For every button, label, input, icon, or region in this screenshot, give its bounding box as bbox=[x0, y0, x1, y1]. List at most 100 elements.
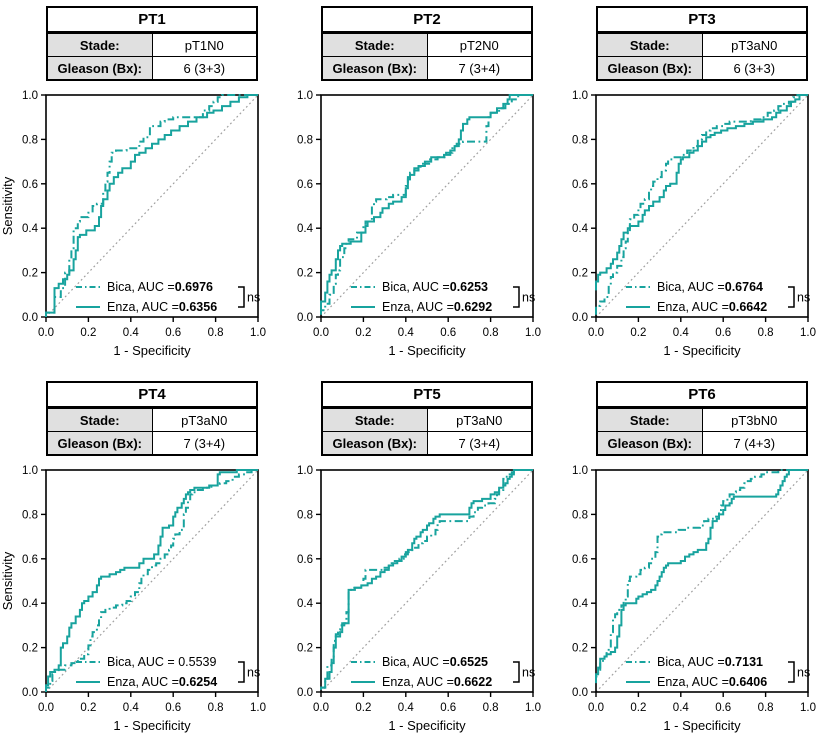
x-tick-label: 1.0 bbox=[800, 327, 816, 339]
legend-text-enza: Enza, AUC =0.6642 bbox=[657, 300, 767, 314]
x-tick-label: 0.6 bbox=[165, 327, 181, 339]
axis-frame bbox=[45, 94, 259, 318]
y-tick-label: 0.4 bbox=[572, 223, 589, 235]
gleason-label: Gleason (Bx): bbox=[46, 431, 153, 456]
pt5-info-table: PT5 Stade: pT3aN0 Gleason (Bx): 7 (3+4) bbox=[321, 381, 533, 456]
x-axis-label: 1 - Specificity bbox=[663, 343, 741, 358]
y-tick-label: 0.4 bbox=[297, 598, 314, 610]
legend-text-enza: Enza, AUC =0.6254 bbox=[107, 675, 217, 689]
roc-curve-bica bbox=[595, 469, 808, 684]
significance-bracket bbox=[238, 661, 245, 683]
x-tick-label: 0.8 bbox=[758, 327, 774, 339]
panel-pt3: PT3 Stade: pT3aN0 Gleason (Bx): 6 (3+3) … bbox=[550, 0, 824, 375]
gleason-value: 6 (3+3) bbox=[151, 56, 258, 81]
stade-label: Stade: bbox=[46, 407, 153, 432]
x-tick-label: 0.6 bbox=[165, 702, 181, 714]
significance-label: ns bbox=[522, 666, 535, 680]
x-tick-label: 0.4 bbox=[673, 702, 690, 714]
x-tick-label: 0.0 bbox=[313, 702, 329, 714]
stade-label: Stade: bbox=[321, 407, 428, 432]
legend-text-bica: Bica, AUC =0.6253 bbox=[382, 280, 488, 294]
axis-frame bbox=[320, 94, 534, 318]
y-tick-label: 0.6 bbox=[297, 554, 313, 566]
legend-text-bica: Bica, AUC =0.7131 bbox=[657, 655, 763, 669]
y-tick-label: 0.0 bbox=[572, 687, 588, 699]
x-tick-label: 0.4 bbox=[673, 327, 690, 339]
x-tick-label: 0.6 bbox=[440, 327, 456, 339]
pt2-info-table: PT2 Stade: pT2N0 Gleason (Bx): 7 (3+4) bbox=[321, 6, 533, 81]
x-axis-label: 1 - Specificity bbox=[113, 343, 191, 358]
y-tick-label: 0.6 bbox=[22, 554, 38, 566]
significance-bracket bbox=[513, 661, 520, 683]
roc-curve-enza bbox=[595, 469, 808, 681]
y-tick-label: 1.0 bbox=[22, 90, 38, 102]
y-tick-label: 0.0 bbox=[297, 687, 313, 699]
legend-text-enza: Enza, AUC =0.6406 bbox=[657, 675, 767, 689]
pt3-roc-plot: 0.00.0 0.2 0.2 0.4 0.4 0.6 0.6 0.8 0.8 1.0 1.0 1 - … bbox=[572, 90, 816, 358]
panel-title: PT6 bbox=[597, 382, 807, 409]
panel-pt6: PT6 Stade: pT3bN0 Gleason (Bx): 7 (4+3) … bbox=[550, 375, 824, 750]
gleason-value: 6 (3+3) bbox=[701, 56, 808, 81]
x-axis-label: 1 - Specificity bbox=[388, 718, 466, 733]
roc-curve-bica bbox=[45, 469, 258, 692]
y-axis-label: Sensitivity bbox=[0, 176, 15, 235]
y-tick-label: 1.0 bbox=[297, 90, 313, 102]
y-tick-label: 0.2 bbox=[22, 643, 38, 655]
y-tick-label: 0.0 bbox=[297, 312, 313, 324]
x-axis-label: 1 - Specificity bbox=[388, 343, 466, 358]
diagonal-reference-line bbox=[45, 94, 259, 318]
y-tick-label: 0.0 bbox=[572, 312, 588, 324]
significance-bracket bbox=[238, 286, 245, 308]
x-tick-label: 1.0 bbox=[250, 702, 266, 714]
roc-curve-enza bbox=[595, 94, 808, 291]
x-tick-label: 0.2 bbox=[630, 327, 646, 339]
significance-bracket bbox=[788, 286, 795, 308]
significance-bracket bbox=[788, 661, 795, 683]
significance-label: ns bbox=[522, 291, 535, 305]
y-axis-label: Sensitivity bbox=[0, 551, 15, 610]
x-tick-label: 0.4 bbox=[398, 702, 415, 714]
x-tick-label: 1.0 bbox=[800, 702, 816, 714]
x-tick-label: 0.2 bbox=[80, 702, 96, 714]
roc-curve-bica bbox=[320, 94, 533, 315]
stade-value: pT1N0 bbox=[151, 32, 258, 57]
pt6-roc-plot: 0.00.0 0.2 0.2 0.4 0.4 0.6 0.6 0.8 0.8 1.0 1.0 1 - … bbox=[572, 465, 816, 733]
diagonal-reference-line bbox=[320, 469, 534, 693]
roc-curve-enza bbox=[45, 94, 258, 315]
gleason-value: 7 (4+3) bbox=[701, 431, 808, 456]
y-tick-label: 0.8 bbox=[22, 134, 38, 146]
pt3-info-table: PT3 Stade: pT3aN0 Gleason (Bx): 6 (3+3) bbox=[596, 6, 808, 81]
gleason-label: Gleason (Bx): bbox=[321, 431, 428, 456]
x-tick-label: 0.6 bbox=[715, 327, 731, 339]
stade-value: pT3aN0 bbox=[426, 407, 533, 432]
x-tick-label: 0.8 bbox=[758, 702, 774, 714]
y-tick-label: 0.6 bbox=[572, 554, 588, 566]
pt5-roc-plot: 0.00.0 0.2 0.2 0.4 0.4 0.6 0.6 0.8 0.8 1.0 1.0 1 - … bbox=[297, 465, 541, 733]
gleason-label: Gleason (Bx): bbox=[596, 56, 703, 81]
y-tick-label: 0.8 bbox=[572, 134, 588, 146]
x-tick-label: 0.2 bbox=[630, 702, 646, 714]
x-tick-label: 0.6 bbox=[440, 702, 456, 714]
x-axis-label: 1 - Specificity bbox=[113, 718, 191, 733]
x-tick-label: 0.6 bbox=[715, 702, 731, 714]
axis-frame bbox=[320, 469, 534, 693]
stade-label: Stade: bbox=[596, 32, 703, 57]
significance-label: ns bbox=[247, 291, 260, 305]
x-tick-label: 0.8 bbox=[208, 327, 224, 339]
stade-label: Stade: bbox=[46, 32, 153, 57]
pt6-info-table: PT6 Stade: pT3bN0 Gleason (Bx): 7 (4+3) bbox=[596, 381, 808, 456]
y-tick-label: 1.0 bbox=[22, 465, 38, 477]
y-tick-label: 0.8 bbox=[297, 509, 313, 521]
stade-value: pT3bN0 bbox=[701, 407, 808, 432]
pt4-info-table: PT4 Stade: pT3aN0 Gleason (Bx): 7 (3+4) bbox=[46, 381, 258, 456]
y-tick-label: 0.0 bbox=[22, 687, 38, 699]
roc-curve-enza bbox=[45, 469, 258, 688]
significance-bracket bbox=[513, 286, 520, 308]
y-tick-label: 0.6 bbox=[297, 179, 313, 191]
panel-title: PT1 bbox=[47, 7, 257, 34]
y-tick-label: 0.8 bbox=[297, 134, 313, 146]
y-tick-label: 0.2 bbox=[572, 268, 588, 280]
roc-curve-enza bbox=[320, 94, 533, 311]
x-tick-label: 1.0 bbox=[250, 327, 266, 339]
roc-curve-bica bbox=[45, 94, 258, 317]
